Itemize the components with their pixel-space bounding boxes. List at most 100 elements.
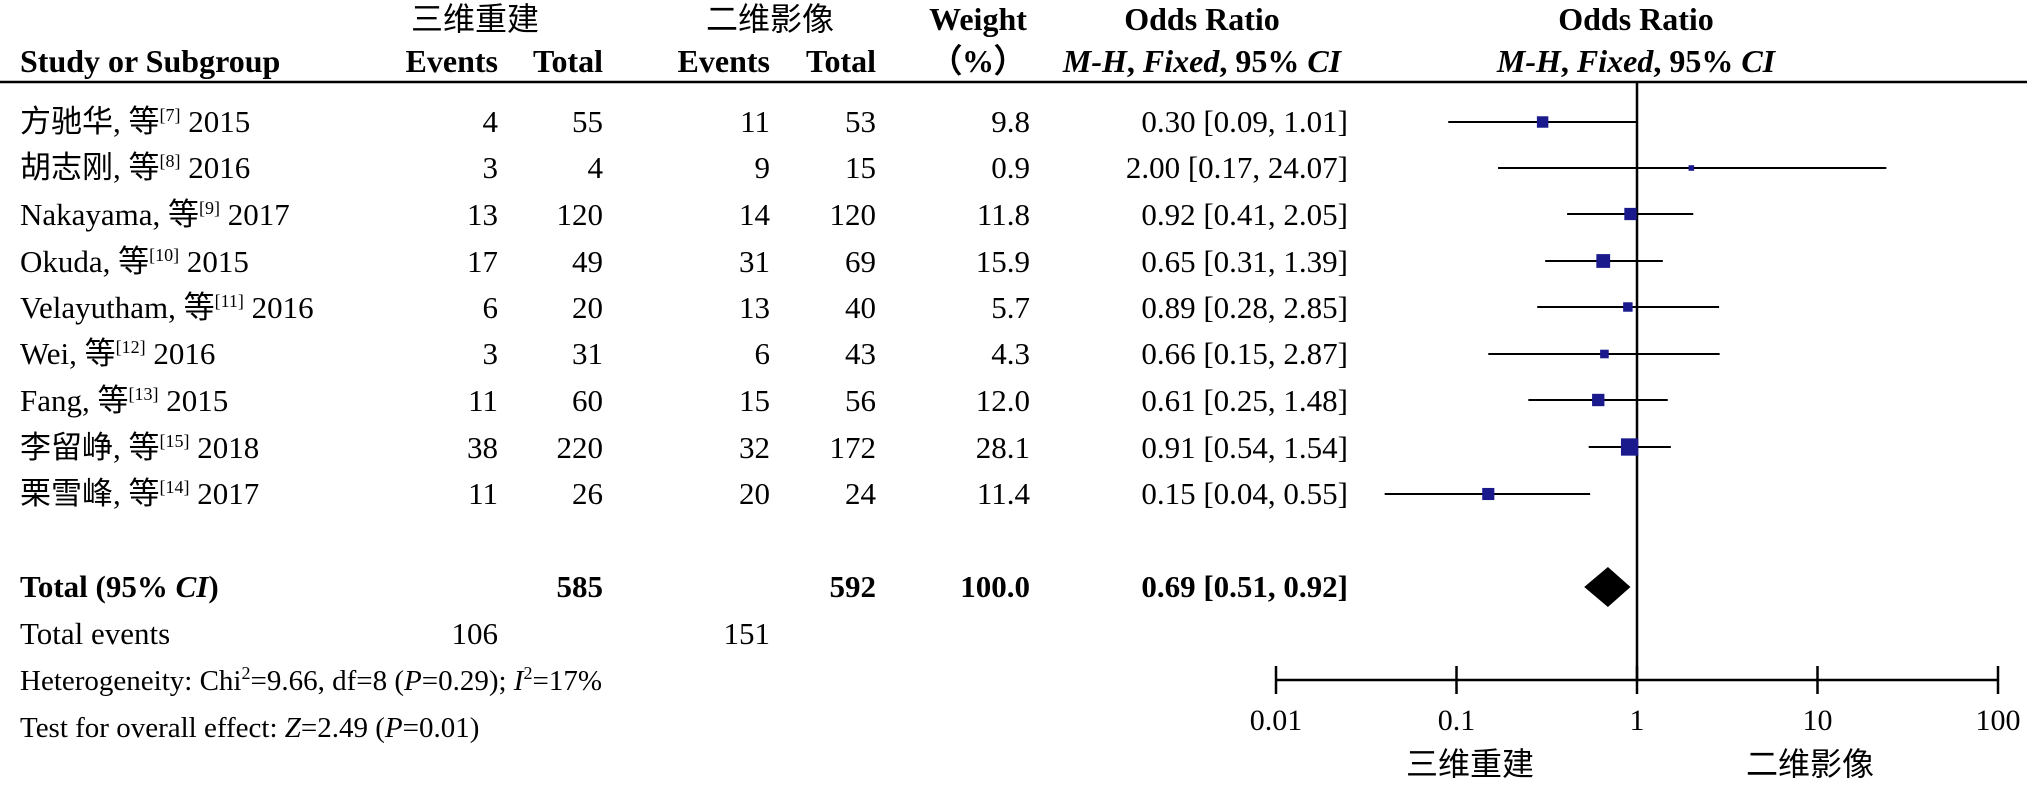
- study-rows: 方驰华, 等[7] 2015 4 55 11 53 9.8 0.30 [0.09…: [20, 104, 1348, 511]
- total1-header: Total: [533, 43, 603, 79]
- study-row: Velayutham, 等[11] 2016 6 20 13 40 5.7 0.…: [20, 290, 1348, 325]
- events2-cell: 9: [755, 150, 771, 185]
- events2-cell: 13: [739, 290, 770, 325]
- group1-header: 三维重建: [411, 1, 539, 37]
- study-row: 栗雪峰, 等[14] 2017 11 26 20 24 11.4 0.15 [0…: [20, 476, 1348, 511]
- study-header: Study or Subgroup: [20, 43, 280, 79]
- plot-header: Odds Ratio: [1558, 1, 1714, 37]
- events1-cell: 3: [483, 336, 499, 371]
- weight-cell: 4.3: [991, 336, 1030, 371]
- weight-unit-header: （%）: [930, 43, 1026, 79]
- overall-effect-text: Test for overall effect: Z=2.49 (P=0.01): [20, 712, 479, 744]
- study-row: Wei, 等[12] 2016 3 31 6 43 4.3 0.66 [0.15…: [20, 336, 1348, 371]
- study-label: 方驰华, 等[7] 2015: [20, 104, 250, 139]
- study-label: 栗雪峰, 等[14] 2017: [20, 476, 259, 511]
- study-row: 方驰华, 等[7] 2015 4 55 11 53 9.8 0.30 [0.09…: [20, 104, 1348, 139]
- point-marker: [1536, 116, 1549, 128]
- point-marker: [1482, 487, 1495, 501]
- total2-cell: 120: [830, 197, 877, 232]
- ci-cell: 0.30 [0.09, 1.01]: [1141, 104, 1348, 139]
- point-marker: [1620, 438, 1639, 456]
- x-tick-label: 1: [1630, 704, 1645, 737]
- x-tick-label: 0.1: [1438, 704, 1476, 737]
- favours-left-label: 三维重建: [1406, 746, 1534, 782]
- study-row: Fang, 等[13] 2015 11 60 15 56 12.0 0.61 […: [20, 383, 1348, 418]
- study-label: Nakayama, 等[9] 2017: [20, 197, 290, 232]
- weight-cell: 28.1: [976, 430, 1030, 465]
- plot-method-header: M-H, Fixed, 95% CI: [1496, 43, 1777, 79]
- total1-cell: 31: [572, 336, 603, 371]
- study-row: Nakayama, 等[9] 2017 13 120 14 120 11.8 0…: [20, 197, 1348, 232]
- events1-cell: 17: [467, 244, 498, 279]
- or-method-header: M-H, Fixed, 95% CI: [1062, 43, 1343, 79]
- events1-header: Events: [406, 43, 498, 79]
- weight-cell: 12.0: [976, 383, 1030, 418]
- study-label: Velayutham, 等[11] 2016: [20, 290, 314, 325]
- weight-header: Weight: [929, 1, 1027, 37]
- events2-cell: 6: [755, 336, 771, 371]
- point-marker: [1596, 254, 1611, 268]
- ci-cell: 0.89 [0.28, 2.85]: [1141, 290, 1348, 325]
- total-events1: 106: [452, 616, 499, 651]
- total-weight: 100.0: [960, 569, 1030, 604]
- favours-right-label: 二维影像: [1746, 746, 1874, 782]
- total-events-label: Total events: [20, 616, 170, 651]
- ci-cell: 0.66 [0.15, 2.87]: [1141, 336, 1348, 371]
- weight-cell: 5.7: [991, 290, 1030, 325]
- total2-cell: 172: [830, 430, 877, 465]
- events2-cell: 31: [739, 244, 770, 279]
- ci-cell: 2.00 [0.17, 24.07]: [1126, 150, 1348, 185]
- events2-cell: 11: [740, 104, 770, 139]
- point-marker: [1623, 302, 1633, 312]
- ci-cell: 0.61 [0.25, 1.48]: [1141, 383, 1348, 418]
- weight-cell: 15.9: [976, 244, 1030, 279]
- total2-cell: 40: [845, 290, 876, 325]
- events1-cell: 13: [467, 197, 498, 232]
- weight-cell: 0.9: [991, 150, 1030, 185]
- events2-cell: 14: [739, 197, 771, 232]
- events1-cell: 6: [483, 290, 499, 325]
- point-marker: [1624, 207, 1637, 221]
- pooled-diamond: [1584, 567, 1631, 607]
- total2-cell: 43: [845, 336, 876, 371]
- events1-cell: 38: [467, 430, 498, 465]
- weight-cell: 11.4: [977, 476, 1031, 511]
- point-marker: [1600, 349, 1609, 359]
- total1-cell: 4: [588, 150, 604, 185]
- study-label: Fang, 等[13] 2015: [20, 383, 228, 418]
- total2-sum: 592: [830, 569, 877, 604]
- events1-cell: 11: [468, 383, 498, 418]
- total2-header: Total: [806, 43, 876, 79]
- study-row: 胡志刚, 等[8] 2016 3 4 9 15 0.9 2.00 [0.17, …: [20, 150, 1348, 185]
- group2-header: 二维影像: [706, 1, 834, 37]
- ci-cell: 0.15 [0.04, 0.55]: [1141, 476, 1348, 511]
- total-ci: 0.69 [0.51, 0.92]: [1141, 569, 1348, 604]
- total2-cell: 24: [845, 476, 877, 511]
- x-tick-label: 10: [1803, 704, 1833, 737]
- weight-cell: 11.8: [977, 197, 1030, 232]
- total-label: Total (95% CI): [20, 569, 219, 604]
- x-tick-label: 100: [1976, 704, 2021, 737]
- total2-cell: 15: [845, 150, 876, 185]
- study-label: 胡志刚, 等[8] 2016: [20, 150, 250, 185]
- x-tick-label: 0.01: [1250, 704, 1303, 737]
- plot-area: 0.01 0.1 1 10 100: [1250, 82, 2021, 737]
- total1-cell: 55: [572, 104, 603, 139]
- events2-cell: 15: [739, 383, 770, 418]
- heterogeneity-text: Heterogeneity: Chi2=9.66, df=8 (P=0.29);…: [20, 663, 602, 697]
- point-marker: [1592, 393, 1605, 407]
- events2-cell: 20: [739, 476, 770, 511]
- total1-cell: 120: [557, 197, 604, 232]
- events2-header: Events: [678, 43, 770, 79]
- total1-cell: 26: [572, 476, 603, 511]
- total1-cell: 220: [557, 430, 604, 465]
- study-label: Okuda, 等[10] 2015: [20, 244, 249, 279]
- study-label: 李留峥, 等[15] 2018: [20, 430, 259, 465]
- weight-cell: 9.8: [991, 104, 1030, 139]
- events2-cell: 32: [739, 430, 770, 465]
- events1-cell: 11: [468, 476, 498, 511]
- total1-cell: 20: [572, 290, 603, 325]
- events1-cell: 3: [483, 150, 499, 185]
- ci-cell: 0.92 [0.41, 2.05]: [1141, 197, 1348, 232]
